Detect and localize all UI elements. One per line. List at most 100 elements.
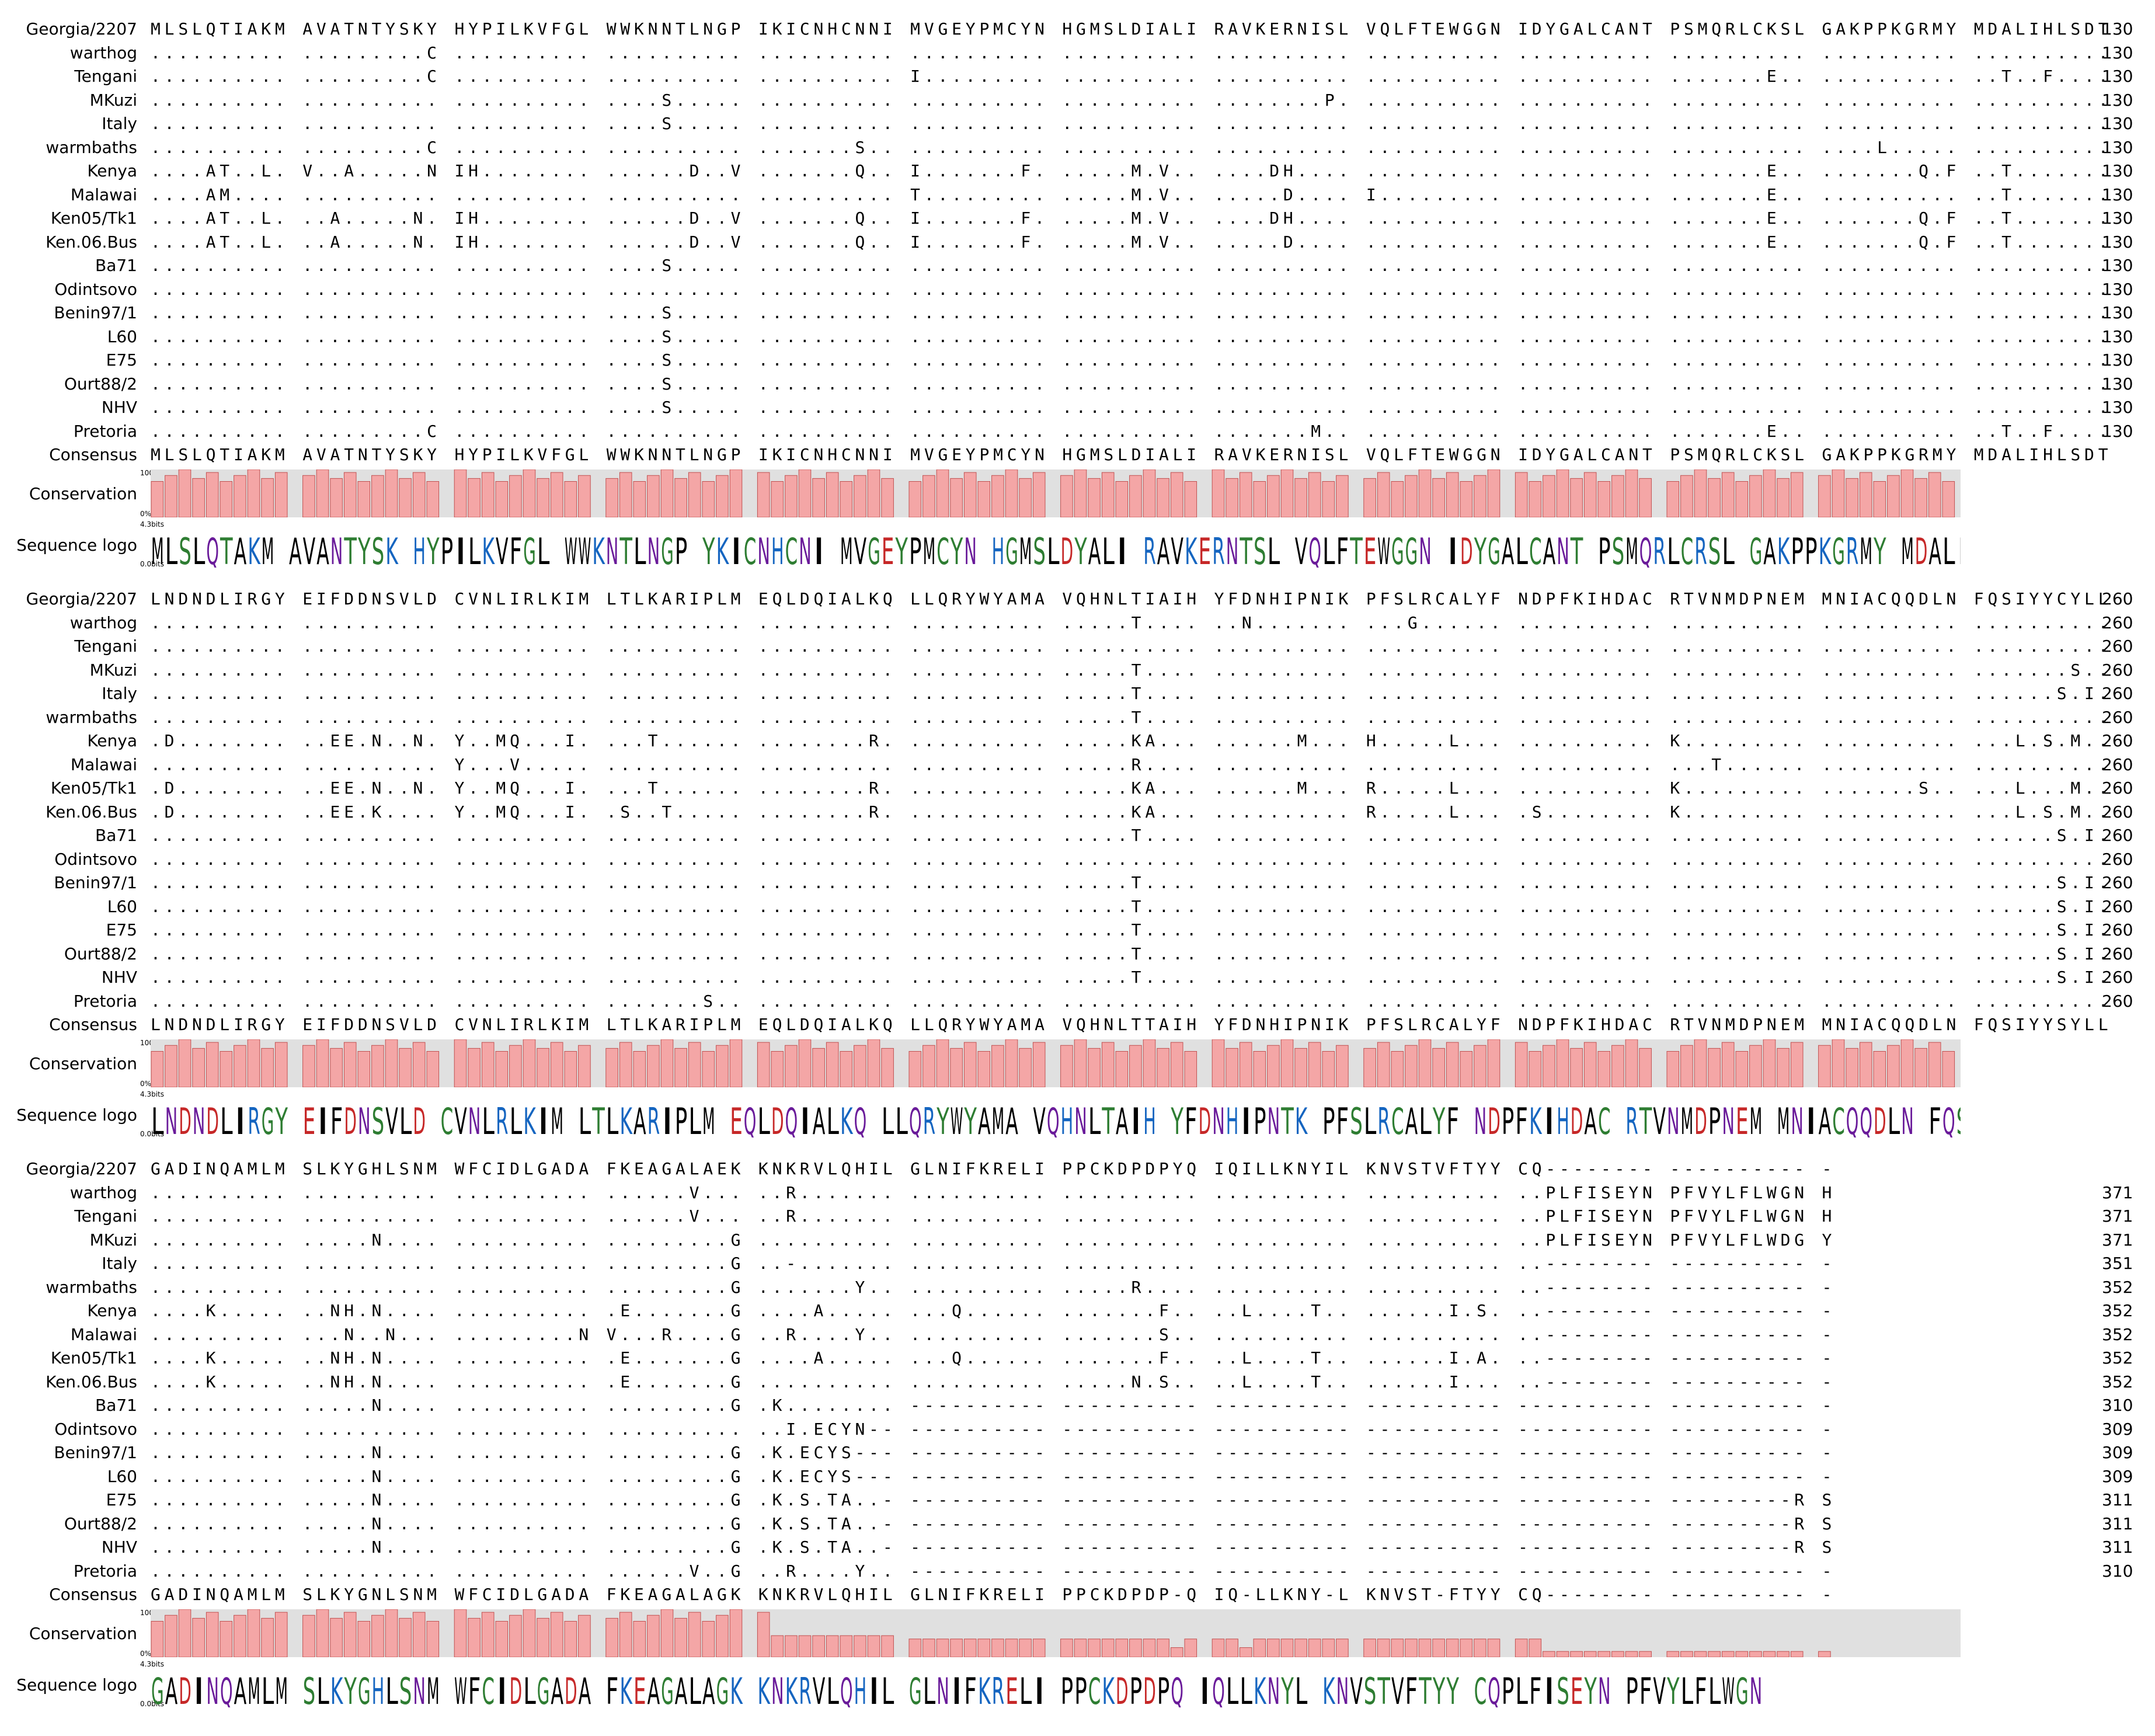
conservation-bar [1032, 472, 1046, 517]
logo-letter: L [633, 530, 646, 568]
conservation-bar [495, 1050, 509, 1087]
conservation-bar [454, 1609, 467, 1657]
logo-letter: Q [1171, 1670, 1183, 1707]
logo-letter: E [730, 1100, 743, 1137]
conservation-bar [1790, 1651, 1804, 1657]
sequence-residues: ....AM.... .......... .......... .......… [151, 185, 2112, 204]
logo-letter: W [454, 1670, 467, 1707]
conservation-bar [785, 1635, 798, 1657]
logo-letter: C [1832, 1100, 1845, 1137]
conservation-bar [1226, 478, 1238, 517]
conservation-bar [867, 469, 880, 517]
conservation-bar [1777, 478, 1790, 517]
logo-letter: P [1061, 1670, 1074, 1707]
conservation-bar [1115, 1638, 1129, 1657]
logo-letter: I [813, 530, 826, 568]
conservation-bar [1597, 1050, 1611, 1087]
conservation-bar [1336, 1045, 1349, 1087]
logo-letter: I [1199, 1670, 1211, 1707]
sequence-end-position: 130 [2102, 19, 2133, 39]
sequence-row: NHV .......... .......... .......... ....… [0, 396, 2155, 419]
conservation-bar [1859, 472, 1872, 517]
sequence-row: Georgia/2207 LNDNDLIRGY EIFDDNSVLD CVNLIR… [0, 587, 2155, 611]
conservation-bar [881, 478, 894, 517]
conservation-bar [151, 1050, 164, 1087]
logo-letter: M [248, 1670, 260, 1707]
sequence-name: MKuzi [89, 660, 137, 680]
consensus-label: Consensus [49, 445, 137, 464]
conservation-bar [1322, 1638, 1335, 1657]
logo-letter: V [854, 530, 867, 568]
conservation-bar [468, 478, 481, 517]
logo-letter: S [1557, 1670, 1569, 1707]
sequence-row: Malawai .......... .......... Y...V..... … [0, 753, 2155, 777]
percent-bottom-label: 0% [140, 1649, 152, 1658]
logo-letter: T [1281, 1100, 1294, 1137]
logo-letter: A [1543, 530, 1556, 568]
sequence-residues: ....K..... ..NH.N.... .......... .E.....… [151, 1348, 1836, 1368]
conservation-bar [1735, 1651, 1749, 1657]
conservation-bar [1239, 1647, 1252, 1657]
sequence-row: Benin97/1 .......... .....N.... .........… [0, 1441, 2155, 1464]
logo-letter: D [179, 1670, 192, 1707]
conservation-bar [302, 475, 315, 517]
logo-letter: N [206, 1670, 219, 1707]
logo-letter: L [1268, 530, 1280, 568]
sequence-row: Ourt88/2 .......... .......... ..........… [0, 942, 2155, 966]
sequence-residues: ....AT..L. V..A.....N IH........ ......D… [151, 161, 2112, 180]
conservation-bar [881, 1635, 894, 1657]
conservation-bar [220, 481, 233, 517]
logo-letter: L [1419, 1100, 1432, 1137]
conservation-bar [550, 1612, 563, 1657]
conservation-histogram [151, 1609, 1961, 1657]
conservation-bar [178, 1039, 192, 1087]
logo-letter: Q [1308, 530, 1321, 568]
sequence-residues: .......... .......... .......... .......… [151, 707, 2112, 727]
logo-letter: M [551, 1100, 563, 1137]
logo-letter: A [1005, 1100, 1018, 1137]
conservation-bar [1005, 1039, 1018, 1087]
conservation-bar [1487, 1638, 1501, 1657]
conservation-bar [1942, 481, 1955, 517]
logo-letter: I [316, 1100, 329, 1137]
logo-letter: A [1502, 530, 1515, 568]
sequence-end-position: 130 [2102, 114, 2133, 133]
sequence-name: Ken.06.Bus [46, 1372, 137, 1391]
logo-letter: Y [426, 530, 439, 568]
logo-letter: A [702, 1670, 715, 1707]
logo-letter: P [675, 1100, 688, 1137]
logo-letter: G [1736, 1670, 1749, 1707]
conservation-bar [977, 481, 991, 517]
conservation-bar [660, 1609, 674, 1657]
logo-letter: L [1102, 530, 1115, 568]
conservation-bar [729, 469, 743, 517]
conservation-background [151, 1609, 1961, 1657]
conservation-bar [481, 472, 495, 517]
logo-letter: A [647, 1670, 660, 1707]
conservation-bar [688, 1612, 701, 1657]
logo-letter: V [454, 1100, 467, 1137]
logo-letter: W [565, 530, 577, 568]
conservation-bar [1226, 1048, 1238, 1087]
logo-letter: A [813, 1100, 826, 1137]
logo-letter: G [537, 1670, 550, 1707]
conservation-bar [1474, 475, 1486, 517]
conservation-bar [1391, 1638, 1404, 1657]
sequence-residues: .......... .....N.... .......... .......… [151, 1443, 1836, 1462]
conservation-bar [1239, 472, 1252, 517]
logo-letter: M [1901, 530, 1914, 568]
conservation-bar [261, 1617, 274, 1657]
logo-letter: V [385, 1100, 398, 1137]
conservation-bar [1157, 1048, 1169, 1087]
logo-letter: L [1708, 1670, 1721, 1707]
sequence-row: L60 .......... .......... .......... ....… [0, 895, 2155, 919]
logo-letter: N [647, 530, 660, 568]
conservation-bar [1543, 1045, 1555, 1087]
conservation-bar [826, 472, 839, 517]
conservation-bar [1294, 478, 1307, 517]
conservation-bar [1515, 472, 1528, 517]
conservation-background [151, 1039, 1961, 1087]
logo-letter: Y [936, 1100, 949, 1137]
logo-letter: I [1446, 530, 1459, 568]
logo-letter: I [1033, 1670, 1046, 1707]
